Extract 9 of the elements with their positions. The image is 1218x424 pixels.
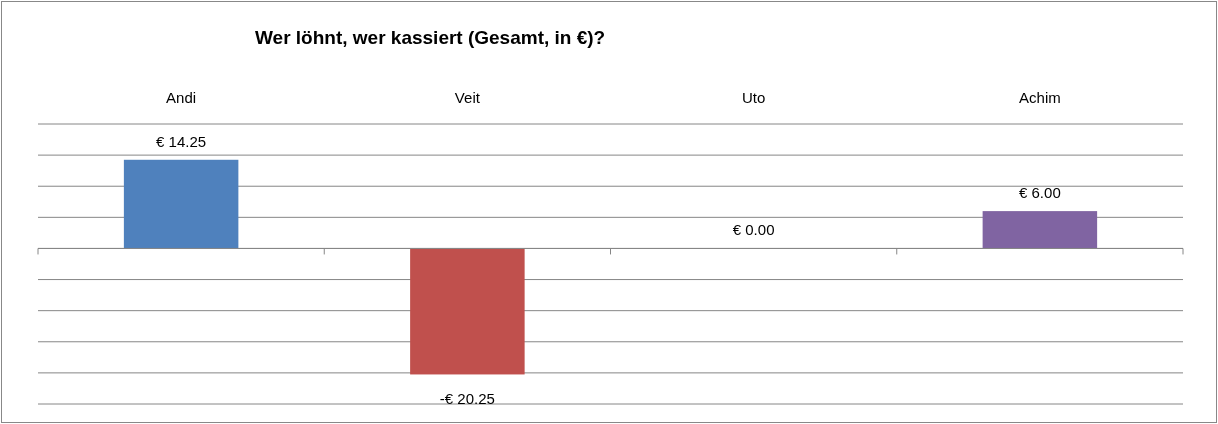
x-tick-label: Uto (741, 89, 766, 106)
data-label: € 0.00 (732, 221, 775, 239)
x-tick-label: Achim (1019, 89, 1061, 106)
x-tick-label: Andi (166, 89, 197, 106)
x-tick-label: Veit (454, 89, 481, 106)
chart-title: Wer löhnt, wer kassiert (Gesamt, in €)? (255, 27, 606, 48)
data-label: -€ 20.25 (439, 390, 495, 408)
data-label: € 14.25 (156, 132, 207, 150)
data-label: € 6.00 (1019, 184, 1061, 202)
